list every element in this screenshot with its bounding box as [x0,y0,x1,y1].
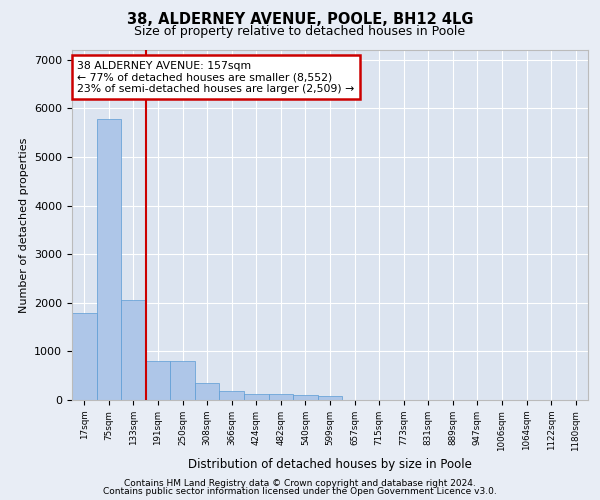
Text: Contains public sector information licensed under the Open Government Licence v3: Contains public sector information licen… [103,487,497,496]
Bar [318,396,342,400]
Bar [97,119,121,400]
Bar [220,391,244,400]
Text: Contains HM Land Registry data © Crown copyright and database right 2024.: Contains HM Land Registry data © Crown c… [124,478,476,488]
Y-axis label: Number of detached properties: Number of detached properties [19,138,29,312]
Bar [146,361,170,400]
Bar [293,395,318,400]
Bar [195,384,220,400]
Text: Size of property relative to detached houses in Poole: Size of property relative to detached ho… [134,25,466,38]
X-axis label: Distribution of detached houses by size in Poole: Distribution of detached houses by size … [188,458,472,470]
Bar [72,314,97,400]
Text: 38 ALDERNEY AVENUE: 157sqm
← 77% of detached houses are smaller (8,552)
23% of s: 38 ALDERNEY AVENUE: 157sqm ← 77% of deta… [77,60,355,94]
Bar [244,394,269,400]
Bar [170,361,195,400]
Bar [121,300,146,400]
Text: 38, ALDERNEY AVENUE, POOLE, BH12 4LG: 38, ALDERNEY AVENUE, POOLE, BH12 4LG [127,12,473,28]
Bar [269,394,293,400]
